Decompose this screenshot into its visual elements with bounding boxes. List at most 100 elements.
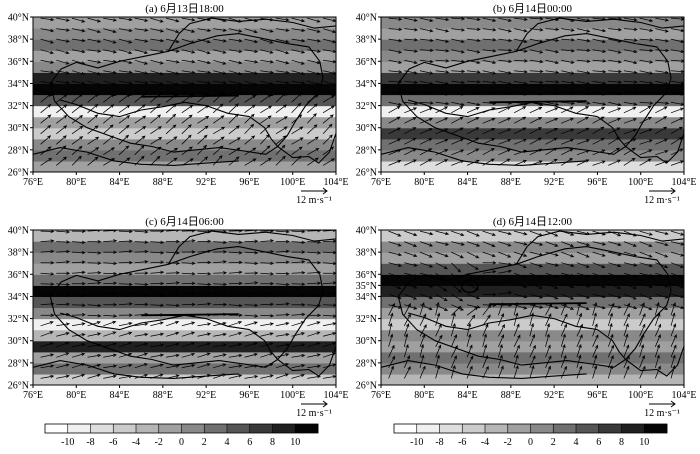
wind-vector — [118, 272, 133, 276]
wind-vector — [560, 365, 567, 379]
wind-vector — [561, 272, 575, 278]
wind-vector — [228, 103, 239, 114]
wind-vector — [498, 28, 512, 33]
wind-vector — [260, 134, 270, 145]
wind-vector — [529, 304, 544, 309]
wind-vector — [576, 139, 590, 145]
wind-vector — [307, 94, 319, 103]
wind-vector — [435, 262, 448, 270]
wind-vector — [134, 293, 149, 297]
band-c-0 — [33, 373, 336, 385]
wind-vector — [592, 312, 597, 326]
wind-vector — [228, 49, 243, 53]
y-tick-label: 38°N — [356, 248, 377, 259]
wind-vector — [40, 364, 55, 369]
wind-vector — [181, 375, 196, 379]
wind-vector — [545, 17, 560, 22]
band-c-8 — [33, 285, 336, 298]
wind-vector — [545, 147, 558, 156]
wind-vector — [482, 128, 496, 135]
wind-vector — [275, 116, 288, 124]
wind-vector — [608, 283, 622, 289]
wind-vector — [623, 138, 637, 145]
wind-vector — [197, 322, 212, 327]
wind-vector — [576, 28, 591, 33]
wind-vector — [307, 91, 321, 96]
wind-vector — [608, 69, 623, 74]
band-c-3 — [33, 340, 336, 353]
wind-vector — [498, 128, 512, 135]
wind-vector — [482, 90, 497, 95]
wind-vector — [435, 59, 450, 63]
y-tick-label: 34°N — [356, 79, 377, 90]
wind-vector — [529, 127, 542, 135]
wind-vector — [291, 364, 306, 369]
wind-vector — [275, 239, 290, 244]
wind-vector — [322, 281, 336, 285]
wind-vector — [166, 251, 180, 255]
wind-vector — [213, 91, 227, 95]
wind-vector — [404, 283, 418, 289]
reference-vector-label: 12 m·s⁻¹ — [644, 195, 680, 206]
wind-vector — [545, 107, 559, 114]
wind-vector — [561, 283, 575, 289]
colorbar-swatch — [553, 424, 577, 433]
panel-a-plot-area — [33, 17, 336, 172]
band-b-9 — [381, 61, 684, 73]
wind-vector — [576, 241, 591, 247]
wind-vector — [498, 230, 512, 236]
wind-vector — [655, 304, 669, 310]
wind-vector — [260, 374, 274, 379]
wind-vector — [275, 282, 290, 287]
wind-vector — [244, 70, 259, 75]
wind-vector — [118, 70, 133, 74]
wind-vector — [291, 91, 306, 95]
wind-vector — [655, 251, 669, 258]
wind-vector — [275, 28, 290, 32]
wind-vector — [307, 260, 322, 265]
x-tick-label: 80°E — [66, 177, 86, 188]
x-tick-label: 84°E — [458, 177, 478, 188]
x-tick-label: 76°E — [371, 177, 391, 188]
wind-vector — [150, 137, 163, 145]
wind-vector — [291, 250, 306, 254]
wind-vector — [639, 80, 654, 85]
wind-vector — [87, 17, 102, 23]
wind-vector — [181, 17, 196, 22]
wind-vector — [40, 70, 55, 74]
plateau-border-b — [397, 33, 672, 155]
wind-vector — [419, 70, 434, 75]
wind-vector — [181, 104, 194, 114]
wind-vector — [529, 91, 544, 96]
wind-vector — [150, 373, 164, 379]
wind-vector — [435, 138, 449, 145]
reference-vector-arrow — [301, 400, 328, 408]
wind-vector — [451, 160, 465, 166]
band-b-6 — [381, 94, 684, 107]
band-b-3 — [381, 127, 684, 140]
wind-vector — [513, 138, 527, 145]
wind-vector — [291, 70, 306, 75]
wind-vector — [166, 17, 180, 23]
wind-vector — [150, 270, 165, 275]
wind-vector — [419, 80, 434, 85]
colorbar-swatch — [439, 424, 463, 433]
wind-vector — [529, 69, 544, 74]
wind-vector — [670, 69, 684, 74]
colorbar-swatch — [598, 424, 622, 433]
wind-vector — [670, 312, 676, 326]
wind-vector — [576, 354, 582, 368]
wind-vector — [623, 355, 630, 368]
wind-vector — [498, 324, 505, 337]
wind-vector — [450, 364, 456, 379]
colorbar-swatch — [45, 424, 69, 433]
x-tick-label: 104°E — [323, 390, 348, 401]
wind-vector — [165, 331, 180, 337]
wind-vector — [244, 261, 259, 266]
wind-vector — [435, 117, 449, 124]
wind-vector — [103, 281, 118, 285]
wind-vector — [670, 323, 677, 337]
wind-vector — [150, 332, 165, 337]
wind-vector — [71, 240, 86, 245]
wind-vector — [451, 49, 465, 54]
